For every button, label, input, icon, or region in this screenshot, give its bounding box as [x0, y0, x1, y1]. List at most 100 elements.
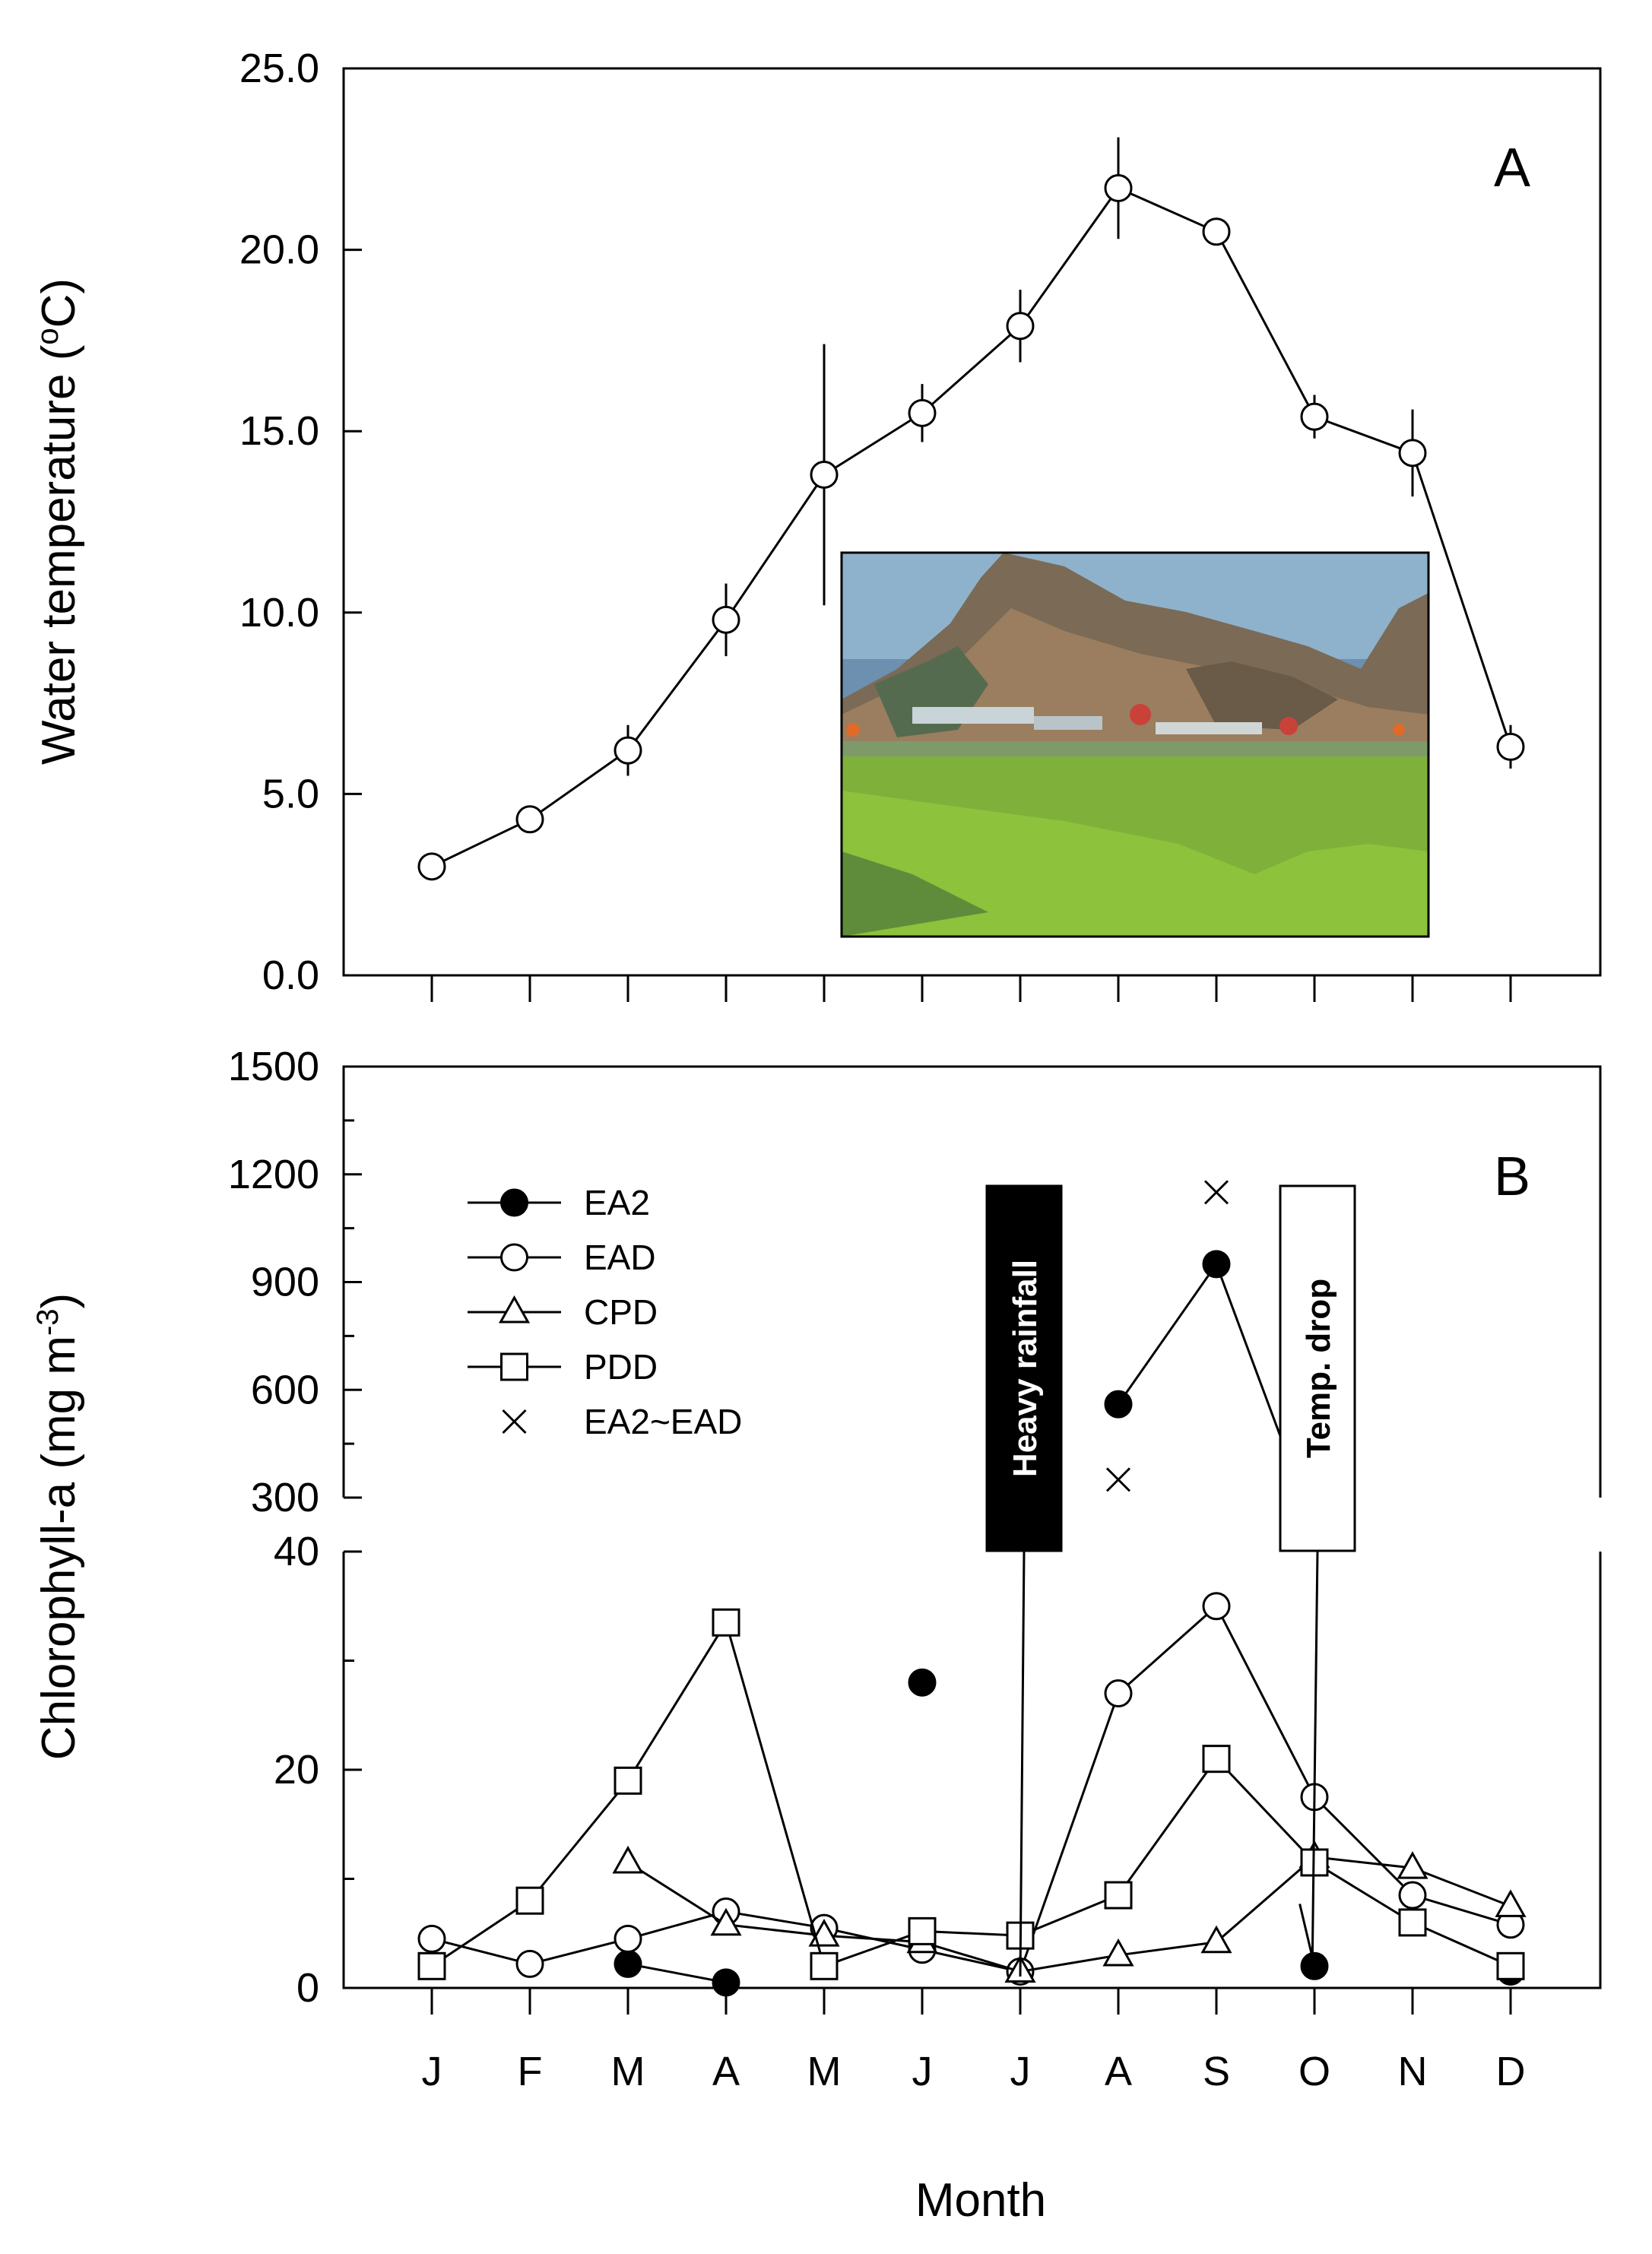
ead-line [921, 1948, 1021, 1973]
ead-line [529, 1937, 629, 1965]
panel-a-y-ticks: 0.0 5.0 10.0 15.0 20.0 25.0 [239, 46, 362, 998]
pdd-point [712, 1608, 740, 1637]
temperature-point [712, 605, 740, 634]
x-axis-label: Month [915, 2174, 1046, 2227]
cpd-line [1412, 1866, 1511, 1907]
panel-b-x-tick-label: D [1496, 2049, 1526, 2094]
pdd-line [1117, 1758, 1218, 1896]
ea2-ead-point [1203, 1180, 1229, 1205]
panel-a-y-tick-label: 20.0 [239, 227, 319, 273]
panel-b-y-tick-label: 1200 [228, 1152, 319, 1197]
panel-a-y-tick-label: 10.0 [239, 590, 319, 636]
temperature-line [431, 186, 1512, 868]
heavy-rainfall-label: Heavy rainfall [1007, 1260, 1044, 1477]
ead-point [417, 1924, 446, 1953]
legend-marker-pdd [500, 1352, 528, 1381]
temperature-point [810, 460, 839, 489]
ea2-point [908, 1668, 937, 1697]
inset-photo [842, 553, 1428, 937]
inset-photo-frame [840, 551, 1430, 938]
cpd-line [1216, 1856, 1315, 1943]
ea2-line [1117, 1263, 1218, 1406]
ead-point [515, 1949, 544, 1978]
panel-a-y-tick-label: 0.0 [262, 953, 319, 998]
ead-line [627, 1910, 727, 1940]
temp-drop-label: Temp. drop [1300, 1279, 1337, 1458]
pdd-line [431, 1899, 531, 1967]
pdd-point [810, 1951, 839, 1980]
temperature-point [614, 736, 642, 765]
panel-b-x-tick-label: J [912, 2049, 933, 2094]
panel-b-x-tick-label: J [422, 2049, 442, 2094]
ead-point [1202, 1592, 1231, 1621]
panel-b-x-tick-label: O [1298, 2049, 1330, 2094]
legend-marker-cpd [498, 1295, 531, 1324]
cpd-point [1495, 1889, 1527, 1917]
cpd-point [710, 1907, 742, 1936]
panel-b-y-tick-label: 20 [274, 1747, 319, 1793]
cpd-line [823, 1934, 923, 1944]
panel-b-x-tick-label: A [712, 2049, 740, 2094]
ea2-line [1215, 1263, 1292, 1463]
panel-b-x-tick-label: N [1398, 2049, 1428, 2094]
panel-b-x-tick-label: A [1105, 2049, 1132, 2094]
ead-line [1412, 1894, 1511, 1926]
legend-label-cpd: CPD [584, 1292, 658, 1332]
panel-b-x-tick-label: M [611, 2049, 645, 2094]
panel-a-letter: A [1494, 138, 1530, 198]
ead-point [614, 1924, 642, 1953]
legend-marker-ea2-ead [502, 1409, 527, 1435]
panel-b-x-tick-label: M [807, 2049, 842, 2094]
cpd-point [1102, 1938, 1134, 1967]
legend-marker-ead [500, 1243, 528, 1272]
panel-b-y-axis-label: Chlorophyll-a (mg m-3) [31, 1293, 85, 1760]
legend: EA2 EAD CPD PDD EA2~EAD [468, 1183, 742, 1441]
temperature-point [1006, 312, 1035, 341]
ead-line [1019, 1693, 1120, 1972]
annotation-pointer-line [1311, 1550, 1319, 1977]
cpd-line [627, 1861, 727, 1926]
cpd-line [1118, 1941, 1217, 1957]
ea2-point [1104, 1390, 1133, 1419]
legend-label-ead: EAD [584, 1238, 656, 1277]
panel-b-y-ticks: 0 20 40 300 600 900 1200 1500 [228, 1044, 362, 2011]
pdd-point [1104, 1881, 1133, 1910]
pdd-line [921, 1929, 1021, 1937]
temperature-point [417, 852, 446, 881]
temperature-point [1300, 402, 1329, 431]
pdd-point [1496, 1951, 1525, 1980]
pdd-line [725, 1622, 826, 1967]
ead-line [725, 1910, 825, 1929]
pdd-point [1202, 1745, 1231, 1774]
cpd-point [612, 1845, 644, 1874]
ea2-line [627, 1962, 727, 1984]
pdd-line [1314, 1861, 1413, 1924]
cpd-line [921, 1941, 1021, 1973]
panel-b: 0 20 40 300 600 900 1200 1500 J F M A M J J A S O N D B He… [31, 1044, 1602, 2227]
panel-b-x-tick-label: F [518, 2049, 543, 2094]
cpd-line [1019, 1954, 1119, 1973]
cpd-point [1200, 1925, 1232, 1954]
temperature-point [515, 805, 544, 834]
panel-a-y-tick-label: 15.0 [239, 408, 319, 454]
panel-a-x-ticks [430, 975, 1512, 1002]
pdd-point [417, 1951, 446, 1980]
pdd-line [626, 1622, 728, 1782]
temperature-point [1202, 217, 1231, 246]
panel-b-y-tick-label: 600 [251, 1367, 319, 1412]
annotation-pointer-line [1019, 1550, 1026, 1977]
pdd-line [528, 1780, 629, 1902]
ead-line [1313, 1796, 1414, 1897]
panel-b-y-tick-label: 0 [296, 1965, 319, 2011]
ea2-point [614, 1949, 642, 1978]
pdd-line [1019, 1894, 1119, 1937]
temperature-point [1496, 732, 1525, 761]
panel-b-x-tick-label: J [1010, 2049, 1031, 2094]
pdd-point [515, 1886, 544, 1915]
legend-marker-ea2 [500, 1188, 528, 1217]
temperature-point [1398, 439, 1427, 468]
heavy-rainfall-box [985, 1184, 1063, 1552]
pdd-point [614, 1766, 642, 1795]
